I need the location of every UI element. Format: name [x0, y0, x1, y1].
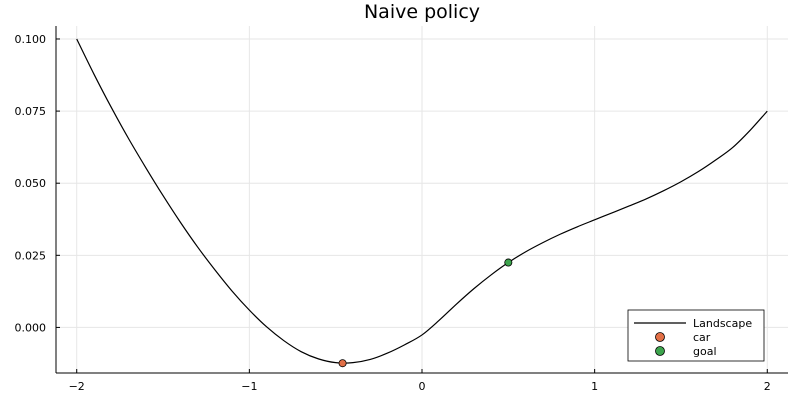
x-tick-label: 0 [419, 380, 426, 393]
y-tick-label: 0.000 [15, 321, 47, 334]
legend-marker-car [655, 332, 665, 342]
chart-title: Naive policy [364, 1, 480, 23]
goal-point [504, 258, 513, 267]
x-tick-label: −1 [241, 380, 257, 393]
legend-label-Landscape: Landscape [693, 317, 752, 330]
legend-marker-goal [655, 346, 665, 356]
series-layer [76, 38, 768, 368]
grid-lines [56, 26, 788, 373]
y-tick-label: 0.075 [15, 105, 47, 118]
y-tick-label: 0.050 [15, 177, 47, 190]
car-point [338, 359, 347, 368]
legend-label-car: car [693, 331, 711, 344]
y-tick-label: 0.100 [15, 33, 47, 46]
legend-label-goal: goal [693, 345, 717, 358]
tick-labels: −2 −1 0 1 2 0.000 0.025 0.050 0.075 0.100 [15, 33, 771, 393]
y-tick-label: 0.025 [15, 249, 47, 262]
x-tick-label: 2 [764, 380, 771, 393]
x-tick-label: −2 [69, 380, 85, 393]
axes [55, 26, 788, 374]
x-tick-label: 1 [591, 380, 598, 393]
legend-box [627, 309, 765, 362]
landscape-line [76, 38, 768, 364]
